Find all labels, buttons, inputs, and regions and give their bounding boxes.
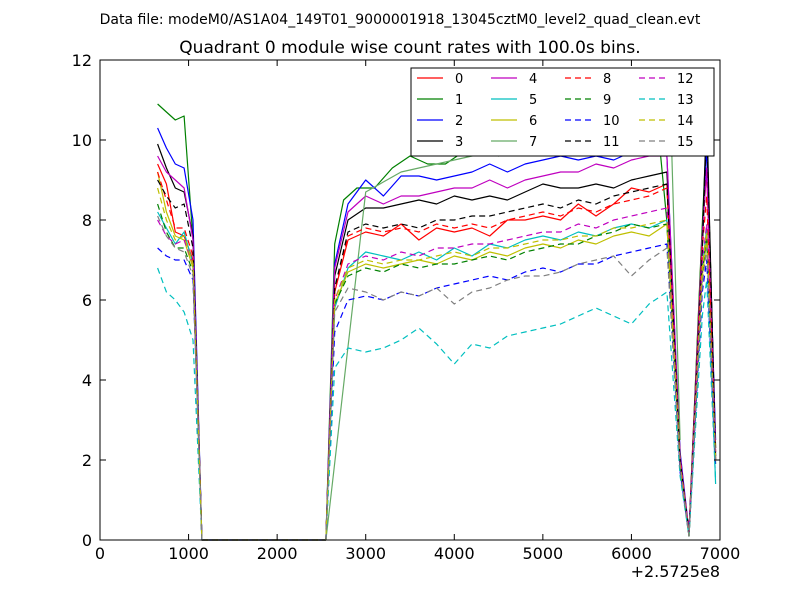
x-tick-label: 7000 — [700, 544, 741, 563]
x-axis-offset-label: +2.5725e8 — [631, 562, 720, 581]
legend-label-2: 2 — [455, 114, 463, 129]
y-tick-label: 2 — [82, 451, 92, 470]
y-tick-label: 0 — [82, 531, 92, 550]
x-tick-label: 4000 — [434, 544, 475, 563]
x-tick-label: 2000 — [257, 544, 298, 563]
legend-label-0: 0 — [455, 72, 463, 87]
legend-label-8: 8 — [603, 72, 611, 87]
data-file-suptitle: Data file: modeM0/AS1A04_149T01_90000019… — [100, 12, 701, 28]
legend-label-6: 6 — [529, 114, 537, 129]
y-tick-label: 8 — [82, 211, 92, 230]
x-tick-label: 1000 — [168, 544, 209, 563]
y-tick-label: 12 — [72, 51, 92, 70]
legend-label-15: 15 — [677, 135, 694, 150]
x-tick-label: 5000 — [522, 544, 563, 563]
x-tick-label: 0 — [95, 544, 105, 563]
legend-label-3: 3 — [455, 135, 463, 150]
x-tick-label: 6000 — [611, 544, 652, 563]
series-line-15 — [157, 215, 717, 541]
y-tick-label: 6 — [82, 291, 92, 310]
legend-label-9: 9 — [603, 93, 611, 108]
legend-label-1: 1 — [455, 93, 463, 108]
legend-label-4: 4 — [529, 72, 537, 87]
legend-label-14: 14 — [677, 114, 694, 129]
legend-label-12: 12 — [677, 72, 694, 87]
x-tick-label: 3000 — [345, 544, 386, 563]
chart-title: Quadrant 0 module wise count rates with … — [179, 38, 640, 58]
y-tick-label: 4 — [82, 371, 92, 390]
y-tick-label: 10 — [72, 131, 92, 150]
x-axis: 0 1000 2000 3000 4000 5000 6000 7000 — [95, 60, 740, 563]
legend-label-13: 13 — [677, 93, 694, 108]
legend-label-11: 11 — [603, 135, 620, 150]
legend-label-10: 10 — [603, 114, 620, 129]
legend-label-5: 5 — [529, 93, 537, 108]
legend-label-7: 7 — [529, 135, 537, 150]
